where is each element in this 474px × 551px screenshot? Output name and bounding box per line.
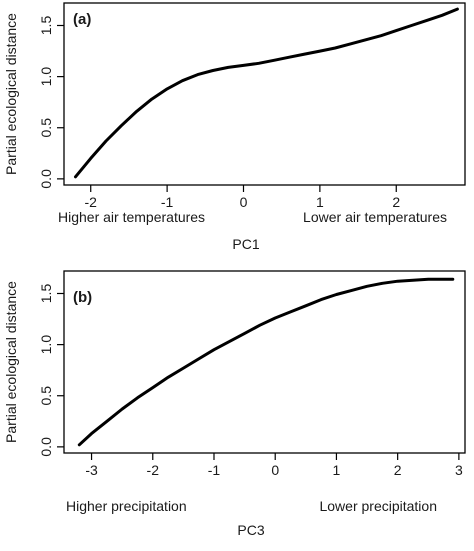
y-tick-label: 0.0 xyxy=(38,437,54,457)
y-tick-label: 1.0 xyxy=(38,67,54,87)
panel-a-frame xyxy=(63,2,466,186)
panel-a-xlabel: PC1 xyxy=(232,236,259,252)
panel-b-x-axis: -3 -2 -1 0 1 2 3 xyxy=(85,453,463,478)
x-tick-label: 1 xyxy=(333,462,341,478)
panel-b-annotation-right: Lower precipitation xyxy=(319,498,437,514)
panel-b-frame xyxy=(63,270,466,454)
panel-a: (a) Partial ecological distance 0.0 0.5 1.… xyxy=(3,2,466,252)
x-tick-label: -2 xyxy=(85,194,98,210)
x-tick-label: 0 xyxy=(240,194,248,210)
x-tick-label: 3 xyxy=(455,462,463,478)
panel-a-y-axis: 0.0 0.5 1.0 1.5 xyxy=(38,16,64,189)
x-tick-label: 2 xyxy=(392,194,400,210)
x-tick-label: -1 xyxy=(161,194,174,210)
x-tick-label: -2 xyxy=(147,462,160,478)
x-tick-label: 0 xyxy=(271,462,279,478)
panel-b-ylabel: Partial ecological distance xyxy=(3,281,19,443)
y-tick-label: 0.0 xyxy=(38,169,54,189)
y-tick-label: 1.0 xyxy=(38,335,54,355)
panel-b-curve xyxy=(77,277,455,447)
y-tick-label: 1.5 xyxy=(38,284,54,304)
y-tick-label: 0.5 xyxy=(38,386,54,406)
panel-b: (b) Partial ecological distance 0.0 0.5 1.… xyxy=(3,270,466,538)
panel-b-label: (b) xyxy=(73,289,92,306)
x-tick-label: 1 xyxy=(316,194,324,210)
x-tick-label: 2 xyxy=(394,462,402,478)
panel-b-y-axis: 0.0 0.5 1.0 1.5 xyxy=(38,284,64,457)
y-tick-label: 0.5 xyxy=(38,118,54,138)
panel-a-label: (a) xyxy=(73,11,91,28)
panel-a-ylabel: Partial ecological distance xyxy=(3,13,19,175)
panel-a-curve xyxy=(74,7,459,179)
panel-a-x-axis: -2 -1 0 1 2 xyxy=(85,185,400,210)
panel-b-annotation-left: Higher precipitation xyxy=(66,498,187,514)
panel-a-annotation-right: Lower air temperatures xyxy=(303,209,447,225)
x-tick-label: -1 xyxy=(208,462,221,478)
panel-b-xlabel: PC3 xyxy=(237,522,264,538)
panel-a-annotation-left: Higher air temperatures xyxy=(58,209,205,225)
x-tick-label: -3 xyxy=(85,462,98,478)
y-tick-label: 1.5 xyxy=(38,16,54,36)
